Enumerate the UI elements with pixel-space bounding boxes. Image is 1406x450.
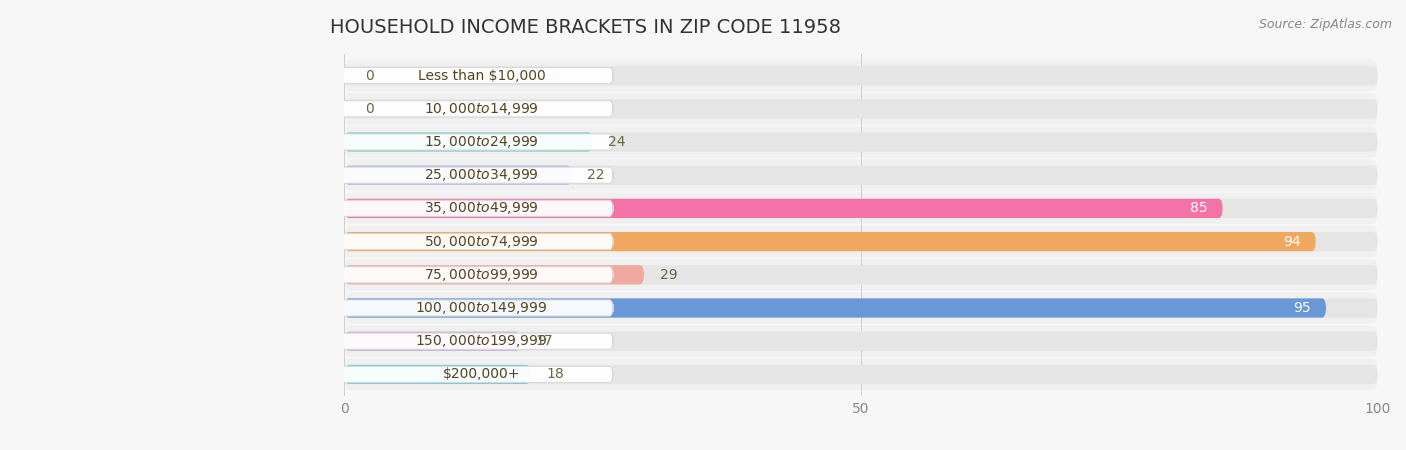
FancyBboxPatch shape bbox=[344, 166, 1378, 185]
FancyBboxPatch shape bbox=[344, 60, 1378, 91]
FancyBboxPatch shape bbox=[339, 366, 613, 382]
Text: 85: 85 bbox=[1189, 202, 1208, 216]
Text: 0: 0 bbox=[366, 68, 374, 83]
Text: 29: 29 bbox=[659, 268, 678, 282]
FancyBboxPatch shape bbox=[339, 200, 613, 216]
Text: HOUSEHOLD INCOME BRACKETS IN ZIP CODE 11958: HOUSEHOLD INCOME BRACKETS IN ZIP CODE 11… bbox=[330, 18, 841, 37]
FancyBboxPatch shape bbox=[344, 232, 1378, 251]
Text: 18: 18 bbox=[546, 367, 564, 382]
Text: 24: 24 bbox=[607, 135, 626, 149]
Text: $200,000+: $200,000+ bbox=[443, 367, 520, 382]
Text: 17: 17 bbox=[536, 334, 554, 348]
FancyBboxPatch shape bbox=[339, 234, 613, 250]
FancyBboxPatch shape bbox=[344, 365, 530, 384]
Text: $100,000 to $149,999: $100,000 to $149,999 bbox=[416, 300, 548, 316]
FancyBboxPatch shape bbox=[344, 132, 1378, 152]
FancyBboxPatch shape bbox=[344, 193, 1378, 224]
Text: 95: 95 bbox=[1294, 301, 1310, 315]
FancyBboxPatch shape bbox=[344, 259, 1378, 290]
Text: $35,000 to $49,999: $35,000 to $49,999 bbox=[425, 200, 538, 216]
FancyBboxPatch shape bbox=[339, 167, 613, 183]
FancyBboxPatch shape bbox=[339, 300, 613, 316]
FancyBboxPatch shape bbox=[344, 126, 1378, 158]
FancyBboxPatch shape bbox=[344, 332, 1378, 351]
FancyBboxPatch shape bbox=[344, 132, 592, 152]
FancyBboxPatch shape bbox=[344, 326, 1378, 357]
FancyBboxPatch shape bbox=[344, 292, 1378, 324]
FancyBboxPatch shape bbox=[344, 99, 1378, 118]
FancyBboxPatch shape bbox=[344, 160, 1378, 191]
FancyBboxPatch shape bbox=[344, 199, 1378, 218]
FancyBboxPatch shape bbox=[344, 298, 1378, 318]
FancyBboxPatch shape bbox=[344, 226, 1378, 257]
Text: Source: ZipAtlas.com: Source: ZipAtlas.com bbox=[1258, 18, 1392, 31]
FancyBboxPatch shape bbox=[344, 232, 1316, 251]
FancyBboxPatch shape bbox=[344, 199, 1223, 218]
Text: $10,000 to $14,999: $10,000 to $14,999 bbox=[425, 101, 538, 117]
FancyBboxPatch shape bbox=[339, 68, 613, 84]
Text: 94: 94 bbox=[1282, 234, 1301, 248]
Text: $150,000 to $199,999: $150,000 to $199,999 bbox=[416, 333, 548, 349]
FancyBboxPatch shape bbox=[344, 298, 1326, 318]
Text: $25,000 to $34,999: $25,000 to $34,999 bbox=[425, 167, 538, 183]
Text: 0: 0 bbox=[366, 102, 374, 116]
FancyBboxPatch shape bbox=[339, 333, 613, 349]
FancyBboxPatch shape bbox=[344, 365, 1378, 384]
FancyBboxPatch shape bbox=[344, 359, 1378, 390]
Text: $15,000 to $24,999: $15,000 to $24,999 bbox=[425, 134, 538, 150]
FancyBboxPatch shape bbox=[344, 66, 1378, 85]
FancyBboxPatch shape bbox=[344, 265, 644, 284]
FancyBboxPatch shape bbox=[339, 134, 613, 150]
Text: 22: 22 bbox=[588, 168, 605, 182]
FancyBboxPatch shape bbox=[339, 101, 613, 117]
Text: $75,000 to $99,999: $75,000 to $99,999 bbox=[425, 267, 538, 283]
FancyBboxPatch shape bbox=[344, 166, 572, 185]
FancyBboxPatch shape bbox=[344, 265, 1378, 284]
Text: $50,000 to $74,999: $50,000 to $74,999 bbox=[425, 234, 538, 250]
FancyBboxPatch shape bbox=[344, 93, 1378, 124]
FancyBboxPatch shape bbox=[339, 267, 613, 283]
Text: Less than $10,000: Less than $10,000 bbox=[418, 68, 546, 83]
FancyBboxPatch shape bbox=[344, 332, 520, 351]
